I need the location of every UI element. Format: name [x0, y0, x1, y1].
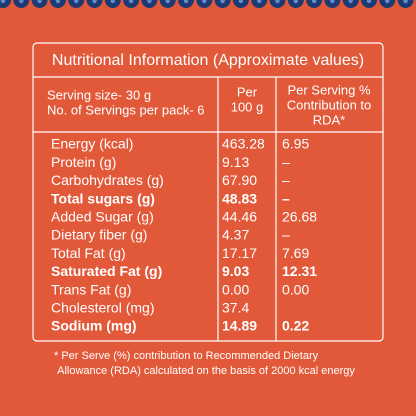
per-100g-value: 14.89	[222, 318, 257, 334]
header-text: Contribution to	[287, 97, 372, 112]
dot	[293, 0, 298, 4]
dot	[55, 0, 61, 4]
header-text: RDA*	[313, 112, 346, 127]
nutrient-name: Protein (g)	[51, 154, 116, 170]
per-100g-value: 44.46	[222, 209, 257, 225]
per-100g-value: 48.83	[222, 190, 257, 206]
dot	[366, 0, 372, 4]
rda-value: 6.95	[282, 136, 309, 152]
header-text: Per	[237, 84, 258, 99]
per-100g-value: 4.37	[222, 227, 249, 243]
per-100g-value: 463.28	[222, 136, 265, 152]
dot	[311, 0, 317, 4]
per-100g-value: 0.00	[222, 281, 249, 297]
dot	[92, 0, 97, 4]
table-title: Nutritional Information (Approximate val…	[52, 52, 364, 69]
scallop	[269, 0, 286, 8]
header-text: No. of Servings per pack- 6	[47, 102, 205, 117]
table-frame	[32, 42, 384, 342]
dot	[0, 0, 6, 4]
scallop	[178, 0, 194, 8]
scallop	[251, 0, 268, 9]
dot	[202, 0, 207, 4]
dot	[74, 0, 79, 4]
dot	[275, 0, 280, 4]
nutrient-name: Carbohydrates (g)	[51, 172, 164, 188]
scallop	[196, 0, 213, 8]
nutrient-name: Trans Fat (g)	[51, 281, 131, 297]
header-text: Serving size- 30 g	[47, 87, 151, 102]
scallop	[379, 0, 396, 8]
rda-value: –	[282, 154, 290, 170]
rda-value: 0.00	[282, 281, 309, 297]
dot	[110, 0, 115, 4]
nutrient-name: Saturated Fat (g)	[51, 263, 162, 279]
dot	[403, 0, 408, 4]
rda-value: 7.69	[282, 245, 309, 261]
dot	[257, 0, 262, 4]
scallop	[397, 0, 414, 8]
per-100g-value: 9.03	[222, 263, 249, 279]
scallop	[361, 0, 377, 8]
dot	[348, 0, 353, 4]
scallop	[342, 0, 359, 8]
rda-value: 26.68	[282, 209, 317, 225]
footnote: Allowance (RDA) calculated on the basis …	[57, 365, 355, 377]
scallop	[31, 0, 48, 8]
scallop	[306, 0, 323, 8]
dot	[183, 0, 189, 4]
dot	[147, 0, 152, 4]
nutrient-name: Dietary fiber (g)	[51, 227, 147, 243]
scallop	[287, 0, 304, 8]
scallop	[13, 0, 30, 8]
dot	[37, 0, 42, 4]
dot	[385, 0, 390, 4]
rda-value: 12.31	[282, 263, 317, 279]
dot	[330, 0, 335, 4]
rda-value: 0.22	[282, 318, 309, 334]
dot	[19, 0, 24, 4]
rda-value: –	[282, 172, 290, 188]
nutrient-name: Energy (kcal)	[51, 136, 133, 152]
per-100g-value: 9.13	[222, 154, 249, 170]
dot	[220, 0, 225, 4]
per-100g-value: 67.90	[222, 172, 257, 188]
header-text: 100 g	[231, 99, 264, 114]
scallop	[123, 0, 140, 9]
dot	[238, 0, 244, 4]
nutrient-name: Sodium (mg)	[51, 318, 137, 334]
dot	[165, 0, 170, 4]
dot	[128, 0, 134, 4]
scallop	[159, 0, 176, 8]
per-100g-value: 37.4	[222, 300, 249, 316]
top-border	[0, 0, 416, 9]
rda-value: –	[282, 190, 290, 206]
nutrient-name: Total Fat (g)	[51, 245, 126, 261]
per-100g-value: 17.17	[222, 245, 257, 261]
scallop	[324, 0, 341, 8]
scallop	[104, 0, 121, 8]
scallop	[68, 0, 85, 8]
nutrient-name: Added Sugar (g)	[51, 209, 154, 225]
scallop	[49, 0, 66, 8]
header-text: Per Serving %	[287, 82, 371, 97]
scallop	[214, 0, 231, 8]
nutrient-name: Cholesterol (mg)	[51, 300, 154, 316]
scallop	[141, 0, 158, 8]
footnote: * Per Serve (%) contribution to Recommen…	[54, 350, 319, 362]
scallop	[86, 0, 103, 8]
rda-value: –	[282, 227, 290, 243]
nutrient-name: Total sugars (g)	[51, 190, 155, 206]
scallop	[232, 0, 249, 8]
